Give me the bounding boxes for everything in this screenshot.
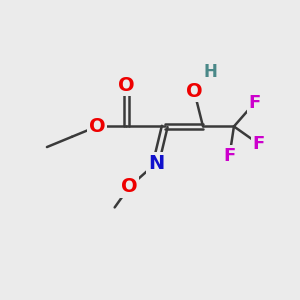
Text: O: O (186, 82, 202, 100)
Text: F: F (224, 147, 236, 165)
Text: H: H (203, 63, 217, 81)
Text: O: O (118, 76, 135, 95)
Text: O: O (121, 177, 138, 196)
Text: O: O (89, 117, 105, 136)
Text: F: F (253, 135, 265, 153)
Text: N: N (148, 154, 164, 173)
Text: F: F (248, 94, 261, 112)
